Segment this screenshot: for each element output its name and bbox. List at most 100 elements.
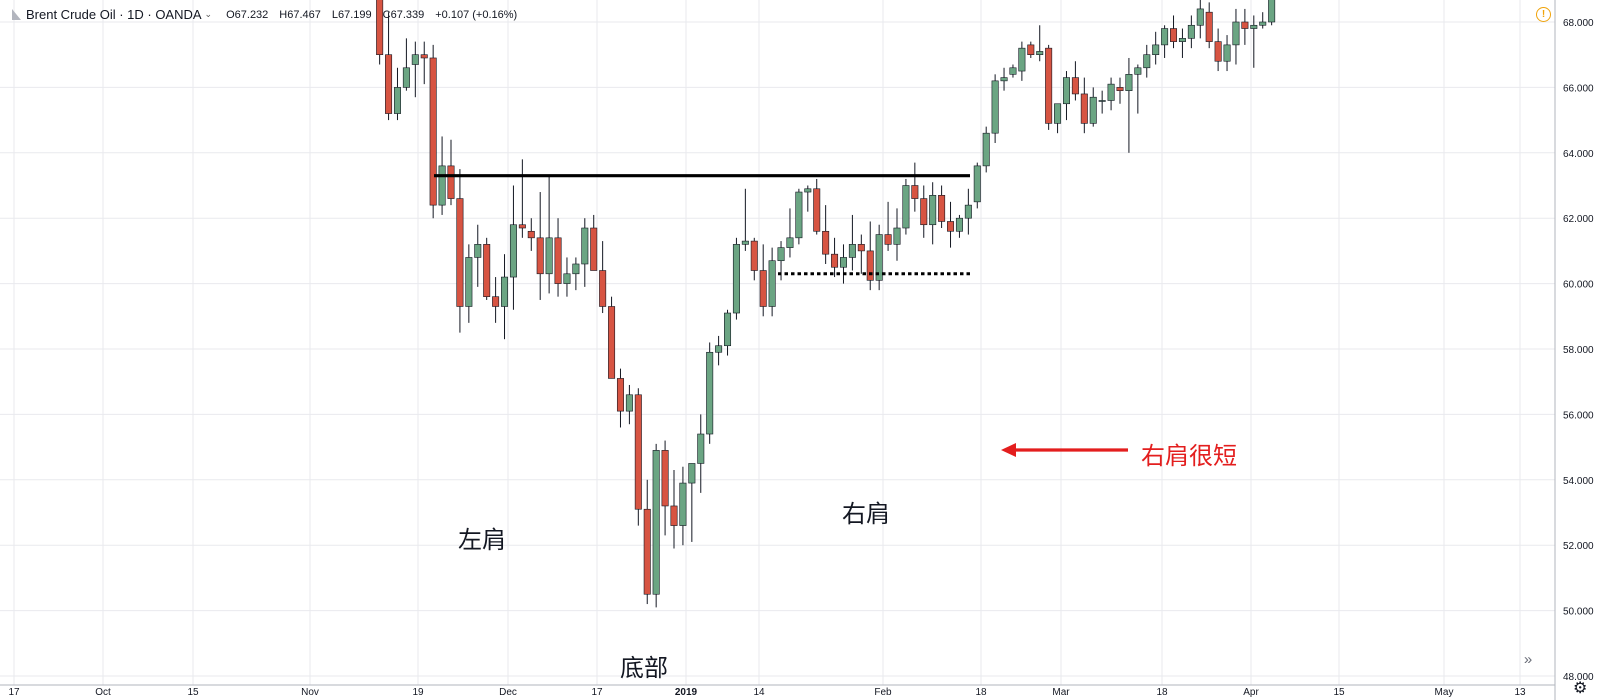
chevron-down-icon[interactable]: ⌄ xyxy=(204,9,213,19)
candle-body xyxy=(1036,51,1044,56)
left-shoulder-label: 左肩 xyxy=(458,527,506,554)
candle-body xyxy=(411,54,419,65)
candle-body xyxy=(625,394,633,412)
candle-body xyxy=(875,234,883,281)
candle-body xyxy=(438,165,446,206)
candle-body xyxy=(1143,54,1151,69)
candle-body xyxy=(1241,21,1249,29)
candle-body xyxy=(1205,11,1213,42)
candle-body xyxy=(581,227,589,265)
gear-icon[interactable]: ⚙ xyxy=(1573,680,1588,697)
candle-body xyxy=(616,378,624,412)
candle-body xyxy=(608,306,616,379)
candle-body xyxy=(724,312,732,347)
candle-body xyxy=(991,80,999,134)
candle-body xyxy=(1125,74,1133,91)
y-tick-label: 56.000 xyxy=(1563,410,1594,421)
candle-body xyxy=(402,67,410,88)
candle-body xyxy=(920,198,928,226)
candle-body xyxy=(1000,77,1008,82)
candle-body xyxy=(1045,47,1053,124)
candle-body xyxy=(857,244,865,252)
y-tick-label: 64.000 xyxy=(1563,149,1594,160)
x-tick-label: 18 xyxy=(1156,687,1168,698)
candle-body xyxy=(518,224,526,229)
candle-body xyxy=(590,227,598,271)
y-tick-label: 60.000 xyxy=(1563,280,1594,291)
candle-body xyxy=(474,244,482,258)
candle-body xyxy=(938,195,946,222)
candle-body xyxy=(670,505,678,526)
x-tick-label: Mar xyxy=(1052,687,1070,698)
candle-body xyxy=(1027,44,1035,55)
high-value: H67.467 xyxy=(279,8,321,21)
candle-body xyxy=(1054,103,1062,124)
head-label: 底部 xyxy=(620,655,668,682)
low-value: L67.199 xyxy=(331,8,372,21)
y-tick-label: 66.000 xyxy=(1563,83,1594,94)
x-tick-label: 13 xyxy=(1514,687,1526,698)
candle-body xyxy=(554,237,562,284)
x-tick-label: 15 xyxy=(187,687,199,698)
candle-body xyxy=(804,188,812,193)
x-tick-label: Feb xyxy=(874,687,892,698)
candle-body xyxy=(1098,100,1106,102)
candle-body xyxy=(973,165,981,203)
x-tick-label: Apr xyxy=(1243,687,1259,698)
candle-body xyxy=(715,345,723,353)
x-tick-label: 14 xyxy=(753,687,765,698)
candle-body xyxy=(536,237,544,275)
candle-body xyxy=(982,132,990,167)
candle-body xyxy=(465,257,473,307)
candle-body xyxy=(741,240,749,245)
candle-body xyxy=(1223,44,1231,62)
candle-body xyxy=(509,224,517,278)
candle-body xyxy=(929,195,937,226)
x-tick-label: 17 xyxy=(591,687,603,698)
candle-body xyxy=(893,227,901,245)
candle-body xyxy=(1107,83,1115,101)
candle-body xyxy=(777,247,785,262)
y-tick-label: 52.000 xyxy=(1563,541,1594,552)
symbol-icon[interactable] xyxy=(12,9,21,20)
candle-body xyxy=(768,260,776,307)
candle-body xyxy=(1187,24,1195,39)
y-tick-label: 58.000 xyxy=(1563,345,1594,356)
candle-body xyxy=(1152,44,1160,55)
candle-body xyxy=(706,351,714,435)
candle-body xyxy=(1071,77,1079,95)
y-tick-label: 50.000 xyxy=(1563,607,1594,618)
alert-icon[interactable]: ! xyxy=(1536,7,1551,22)
candle-body xyxy=(786,237,794,248)
open-value: O67.232 xyxy=(226,8,269,21)
symbol-title[interactable]: Brent Crude Oil · 1D · OANDA xyxy=(26,7,202,22)
candle-body xyxy=(1080,93,1088,124)
candle-body xyxy=(697,433,705,464)
x-tick-label: 15 xyxy=(1333,687,1345,698)
candle-body xyxy=(1018,47,1026,72)
candle-body xyxy=(643,508,651,595)
candle-body xyxy=(732,244,740,314)
candle-body xyxy=(545,237,553,275)
candle-body xyxy=(429,57,437,206)
candle-body xyxy=(563,273,571,284)
candle-body xyxy=(1009,67,1017,75)
candle-body xyxy=(1062,77,1070,105)
candle-body xyxy=(759,270,767,307)
candle-body xyxy=(1116,87,1124,91)
y-tick-label: 54.000 xyxy=(1563,476,1594,487)
candle-body xyxy=(866,250,874,281)
candle-body xyxy=(456,198,464,307)
candle-body xyxy=(1178,38,1186,42)
x-tick-label: 19 xyxy=(412,687,424,698)
candle-body xyxy=(483,244,491,297)
candle-body xyxy=(376,0,384,55)
right-shoulder-label: 右肩 xyxy=(842,501,890,528)
x-tick-label: May xyxy=(1435,687,1454,698)
scroll-right-icon[interactable]: » xyxy=(1523,651,1533,668)
candle-body xyxy=(813,188,821,232)
y-tick-label: 48.000 xyxy=(1563,672,1594,683)
x-tick-label: 17 xyxy=(8,687,20,698)
close-value: C67.339 xyxy=(382,8,425,21)
